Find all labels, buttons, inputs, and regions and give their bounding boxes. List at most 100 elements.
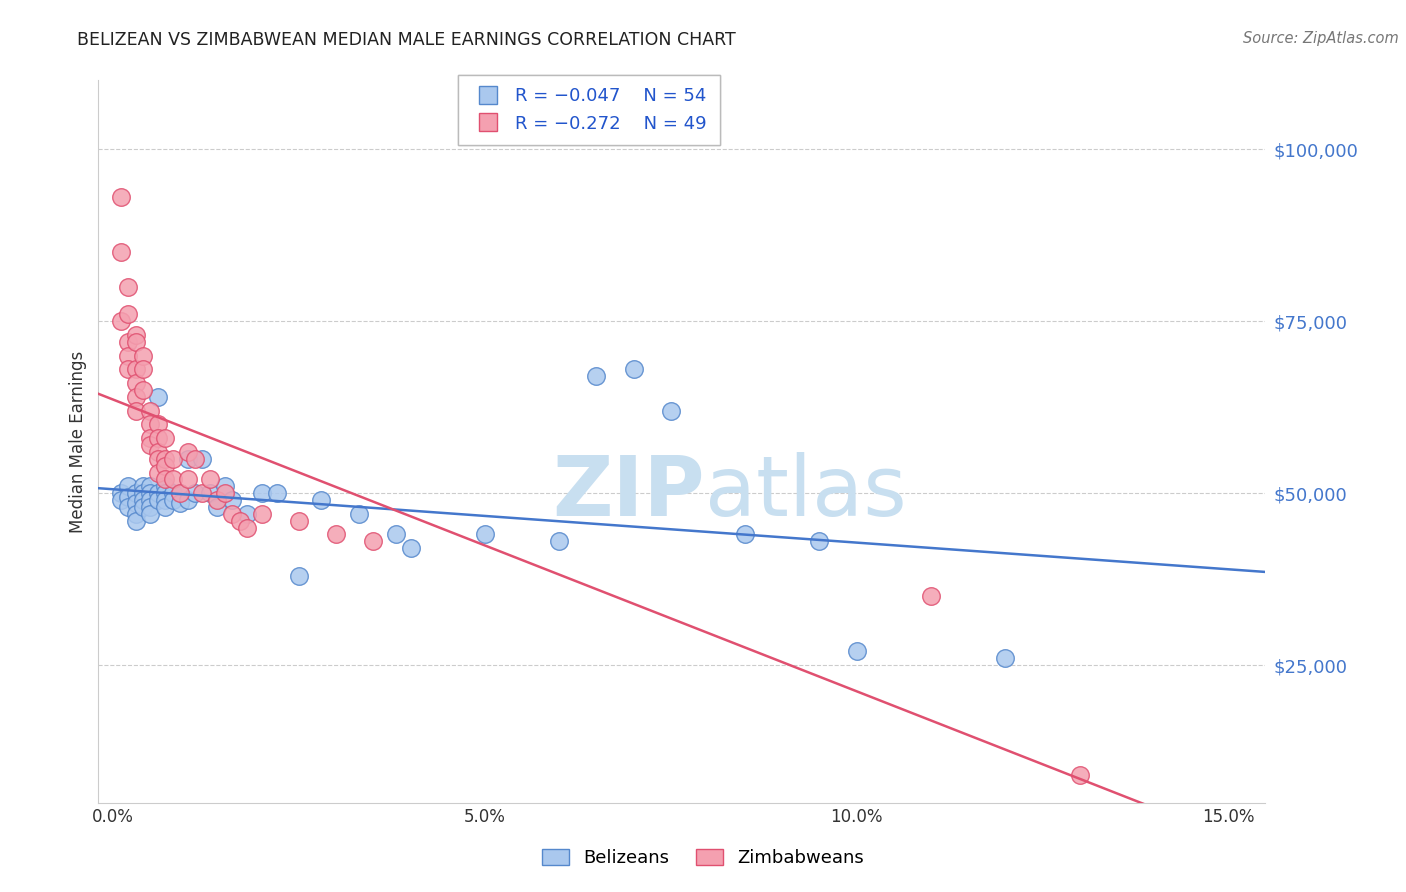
- Point: [155, 500, 177, 514]
- Point: [198, 486, 221, 500]
- Point: [920, 590, 942, 604]
- Point: [155, 431, 177, 445]
- Point: [184, 451, 207, 466]
- Point: [124, 496, 146, 510]
- Point: [132, 493, 155, 508]
- Point: [176, 493, 198, 508]
- Text: atlas: atlas: [706, 451, 907, 533]
- Point: [124, 390, 146, 404]
- Point: [139, 438, 162, 452]
- Point: [184, 486, 207, 500]
- Point: [146, 451, 169, 466]
- Legend: R = −0.047    N = 54, R = −0.272    N = 49: R = −0.047 N = 54, R = −0.272 N = 49: [457, 75, 720, 145]
- Point: [146, 493, 169, 508]
- Point: [236, 507, 259, 521]
- Point: [139, 417, 162, 432]
- Point: [155, 458, 177, 473]
- Point: [214, 479, 236, 493]
- Point: [117, 279, 139, 293]
- Point: [124, 376, 146, 390]
- Point: [169, 486, 191, 500]
- Point: [124, 514, 146, 528]
- Point: [1069, 768, 1091, 782]
- Point: [169, 486, 191, 500]
- Point: [117, 362, 139, 376]
- Text: BELIZEAN VS ZIMBABWEAN MEDIAN MALE EARNINGS CORRELATION CHART: BELIZEAN VS ZIMBABWEAN MEDIAN MALE EARNI…: [77, 31, 737, 49]
- Point: [132, 349, 155, 363]
- Point: [250, 507, 273, 521]
- Point: [117, 490, 139, 504]
- Point: [110, 486, 132, 500]
- Point: [146, 390, 169, 404]
- Point: [155, 493, 177, 508]
- Point: [146, 431, 169, 445]
- Point: [124, 507, 146, 521]
- Point: [221, 493, 243, 508]
- Point: [162, 472, 184, 486]
- Point: [155, 472, 177, 486]
- Point: [623, 362, 645, 376]
- Point: [474, 527, 496, 541]
- Point: [139, 403, 162, 417]
- Point: [659, 403, 682, 417]
- Point: [808, 534, 831, 549]
- Point: [325, 527, 347, 541]
- Point: [221, 507, 243, 521]
- Point: [132, 383, 155, 397]
- Point: [146, 466, 169, 480]
- Point: [207, 500, 229, 514]
- Point: [585, 369, 607, 384]
- Point: [288, 514, 311, 528]
- Point: [176, 451, 198, 466]
- Point: [124, 327, 146, 342]
- Point: [994, 651, 1017, 665]
- Point: [845, 644, 868, 658]
- Point: [384, 527, 406, 541]
- Point: [139, 479, 162, 493]
- Point: [110, 190, 132, 204]
- Text: Source: ZipAtlas.com: Source: ZipAtlas.com: [1243, 31, 1399, 46]
- Point: [311, 493, 333, 508]
- Point: [169, 496, 191, 510]
- Point: [146, 445, 169, 459]
- Point: [734, 527, 756, 541]
- Point: [117, 334, 139, 349]
- Point: [117, 307, 139, 321]
- Point: [236, 520, 259, 534]
- Point: [139, 431, 162, 445]
- Point: [146, 486, 169, 500]
- Point: [191, 486, 214, 500]
- Point: [176, 472, 198, 486]
- Point: [250, 486, 273, 500]
- Point: [132, 486, 155, 500]
- Point: [266, 486, 288, 500]
- Point: [288, 568, 311, 582]
- Point: [176, 445, 198, 459]
- Point: [191, 451, 214, 466]
- Point: [399, 541, 422, 556]
- Point: [162, 493, 184, 508]
- Point: [139, 493, 162, 508]
- Point: [146, 417, 169, 432]
- Text: ZIP: ZIP: [553, 451, 706, 533]
- Point: [155, 451, 177, 466]
- Y-axis label: Median Male Earnings: Median Male Earnings: [69, 351, 87, 533]
- Point: [198, 472, 221, 486]
- Point: [228, 514, 250, 528]
- Point: [117, 500, 139, 514]
- Point: [124, 486, 146, 500]
- Point: [110, 314, 132, 328]
- Point: [132, 362, 155, 376]
- Point: [363, 534, 385, 549]
- Point: [117, 479, 139, 493]
- Point: [139, 486, 162, 500]
- Point: [162, 451, 184, 466]
- Point: [207, 493, 229, 508]
- Point: [548, 534, 571, 549]
- Point: [117, 349, 139, 363]
- Point: [347, 507, 370, 521]
- Point: [155, 486, 177, 500]
- Point: [124, 403, 146, 417]
- Point: [124, 362, 146, 376]
- Legend: Belizeans, Zimbabweans: Belizeans, Zimbabweans: [534, 841, 872, 874]
